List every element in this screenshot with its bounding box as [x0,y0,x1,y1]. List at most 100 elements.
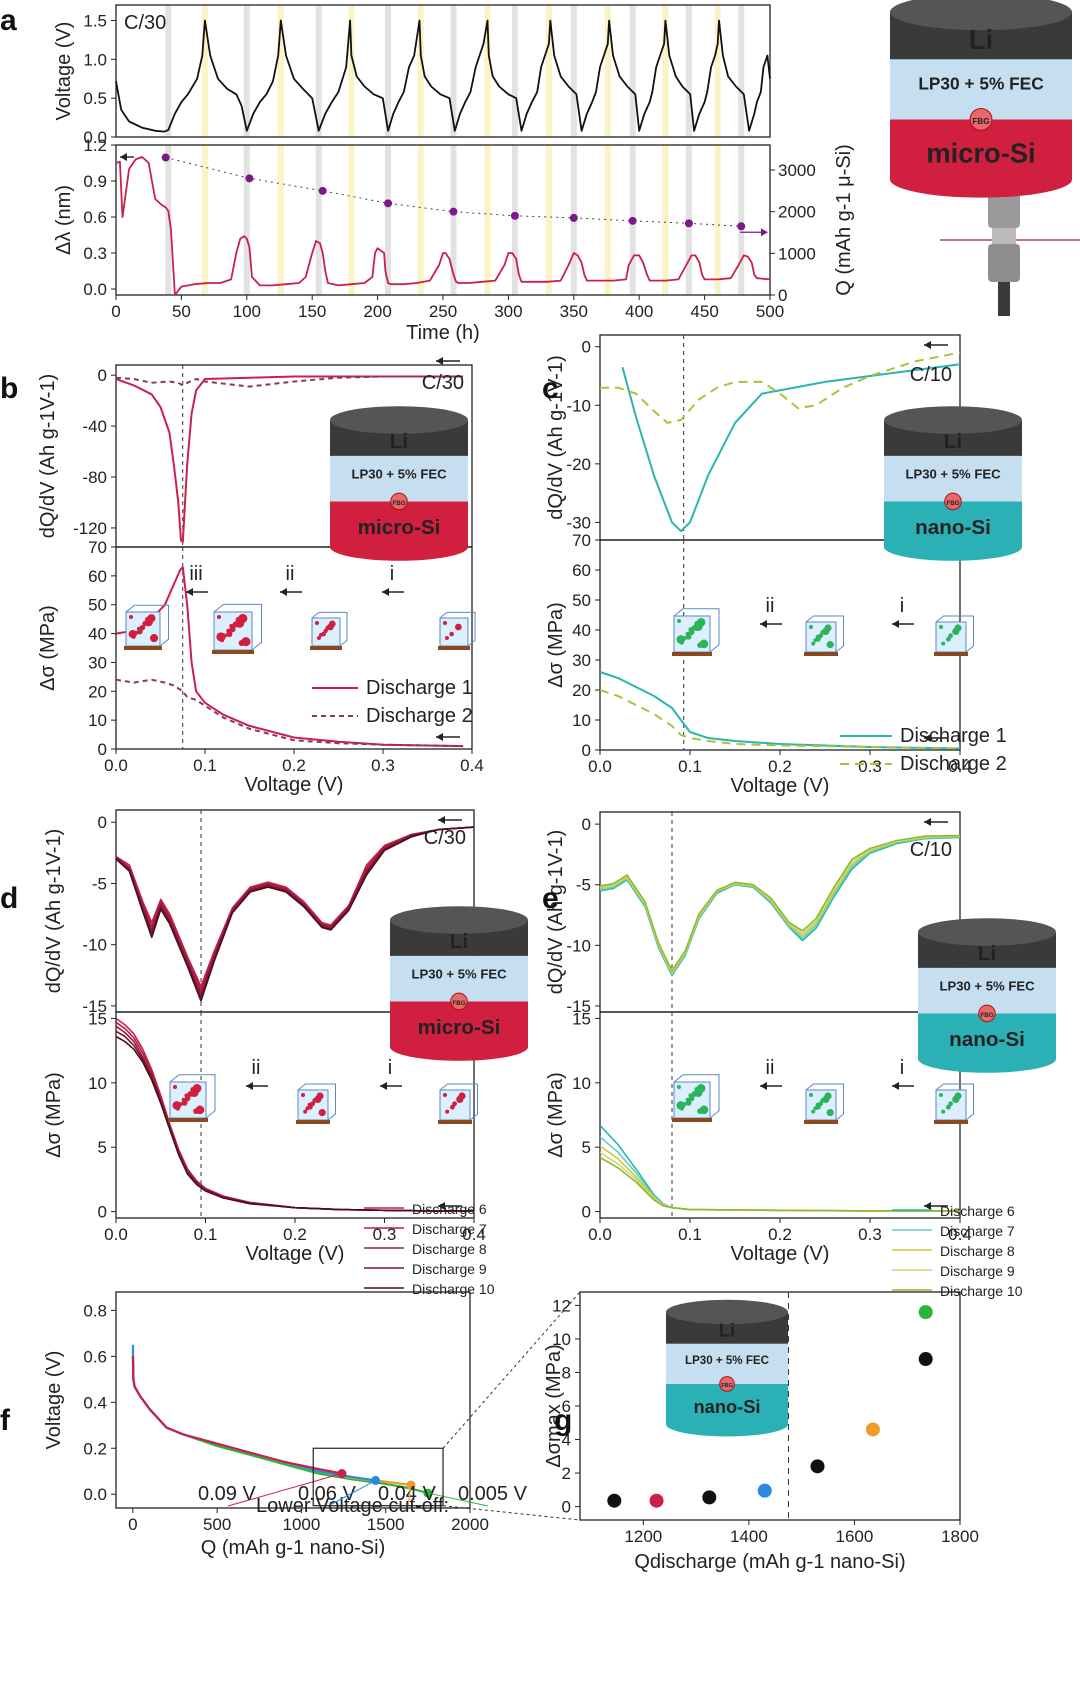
y-tick-label: -5 [576,876,591,895]
fbg-sensor-icon [390,492,408,511]
arrow-head [761,228,768,237]
legend-entry: Discharge 1 [900,725,1007,747]
particle [229,623,234,628]
x-tick-label: 400 [625,302,653,321]
panel-f-capacity-axis-label: Q (mAh g-1 nano-Si) [201,1537,386,1559]
cell-anode-label: nano-Si [693,1396,760,1417]
y-tick-label: 60 [88,567,107,586]
particle-cube-icon [672,608,720,656]
cell-base [330,533,468,561]
arrow-head [380,1082,387,1090]
particle [820,1098,826,1103]
y2-tick-label: 3000 [778,161,816,180]
cell-fbg-label: FBG [946,500,959,507]
y-tick-label: 10 [88,711,107,730]
y-tick-label: 50 [88,596,107,615]
dqdv-axis-label: dQ/dV (Ah g-1V-1) [545,830,567,995]
cube-edges [673,1074,720,1119]
panel-e: 0 -5 -10 -15 C/10 dQ/dV (Ah g-1V-1) 0 5 10 15 0.0 0… [545,811,1023,1299]
x-tick-label: 0.1 [194,1225,218,1244]
particle [454,623,462,631]
x-tick-label: 0.4 [462,1225,486,1244]
particle [677,619,681,623]
y-tick-label: 70 [572,531,591,550]
dqdv-curve [115,375,464,543]
rest-band [385,5,392,137]
capacity-point [161,153,170,162]
y-tick-label: 0 [562,1498,571,1517]
cell-base [390,1033,528,1061]
y-tick-label: -10 [82,936,107,955]
particle [694,1086,701,1093]
x-tick-label: 0.1 [193,756,217,775]
y-tick-label: 60 [572,561,591,580]
cell-base [884,533,1022,561]
y-tick-label: 0 [98,1203,107,1222]
panel-a-rate-label: C/30 [124,12,166,34]
particle-cube-icon [672,1074,720,1122]
zoom-connector [442,1291,581,1449]
max-stress-point [865,1422,880,1437]
panel-d: 0 -5 -10 -15 C/30 dQ/dV (Ah g-1V-1) 0 5 10 15 0.0 0… [43,809,495,1297]
particle [316,1092,324,1100]
arrow-head [924,341,931,349]
panel-label-a: a [0,4,17,37]
y-tick-label: 0.0 [83,1485,107,1504]
micro-si-cell-schematic: Li LP30 + 5% FEC FBG micro-Si [330,406,468,561]
x-tick-label: 0.2 [768,757,792,776]
x-tick-label: 0.1 [678,757,702,776]
stage-label: i [900,1057,904,1079]
rest-band [685,5,692,137]
cube-edges [935,615,974,653]
cell-li-label: Li [969,24,993,55]
particle [815,1102,820,1107]
x-tick-label: 300 [494,302,522,321]
dqdv-curve [115,826,475,988]
particle [676,1101,686,1110]
legend-entry: Discharge 10 [940,1283,1023,1299]
charge-band [201,5,208,137]
y-tick-label: 0.6 [83,208,107,227]
particle [145,616,151,623]
cube-substrate [672,1118,712,1122]
capacity-point [737,222,746,231]
particle [190,1086,197,1093]
cutoff-leader [427,1492,489,1507]
cube-substrate [310,646,342,650]
particle [685,631,690,636]
x-tick-label: 350 [560,302,588,321]
particle [813,1106,818,1111]
stage-label: i [388,1057,392,1079]
particle [232,621,239,628]
x-tick-label: 200 [363,302,391,321]
legend-entry: Discharge 1 [366,677,473,699]
legend-entry: Discharge 7 [940,1223,1015,1239]
particle [217,615,221,619]
micro-si-cell-schematic: Li LP30 + 5% FEC FBG micro-Si [890,0,1072,198]
nano-si-cell-schematic: Li LP30 + 5% FEC FBG nano-Si [918,918,1056,1073]
particle-cube-icon [296,1083,336,1124]
legend-entry: Discharge 10 [412,1281,495,1297]
charge-band [277,5,284,137]
charge-band [201,145,208,295]
x-tick-label: 1400 [730,1527,768,1546]
particle [305,1106,310,1111]
legend-entry: Discharge 9 [412,1261,487,1277]
particle-cube-icon [934,1083,974,1124]
particle [685,1097,690,1102]
particle [676,635,686,644]
particle [184,1093,189,1098]
max-stress-point [702,1490,717,1505]
x-tick-label: 0.3 [371,756,395,775]
cube-edges [805,615,844,653]
particle-cube-icon [438,1083,478,1124]
charge-band [545,145,552,295]
x-tick-label: 1500 [367,1515,405,1534]
dqdv-axis-label: dQ/dV (Ah g-1V-1) [545,355,567,520]
x-tick-label: 1800 [941,1527,979,1546]
x-tick-label: 450 [690,302,718,321]
y-tick-label: 10 [572,711,591,730]
discharge-curve [131,1351,412,1487]
panel-g-stress-axis-label: Δσmax (MPa) [543,1344,565,1468]
